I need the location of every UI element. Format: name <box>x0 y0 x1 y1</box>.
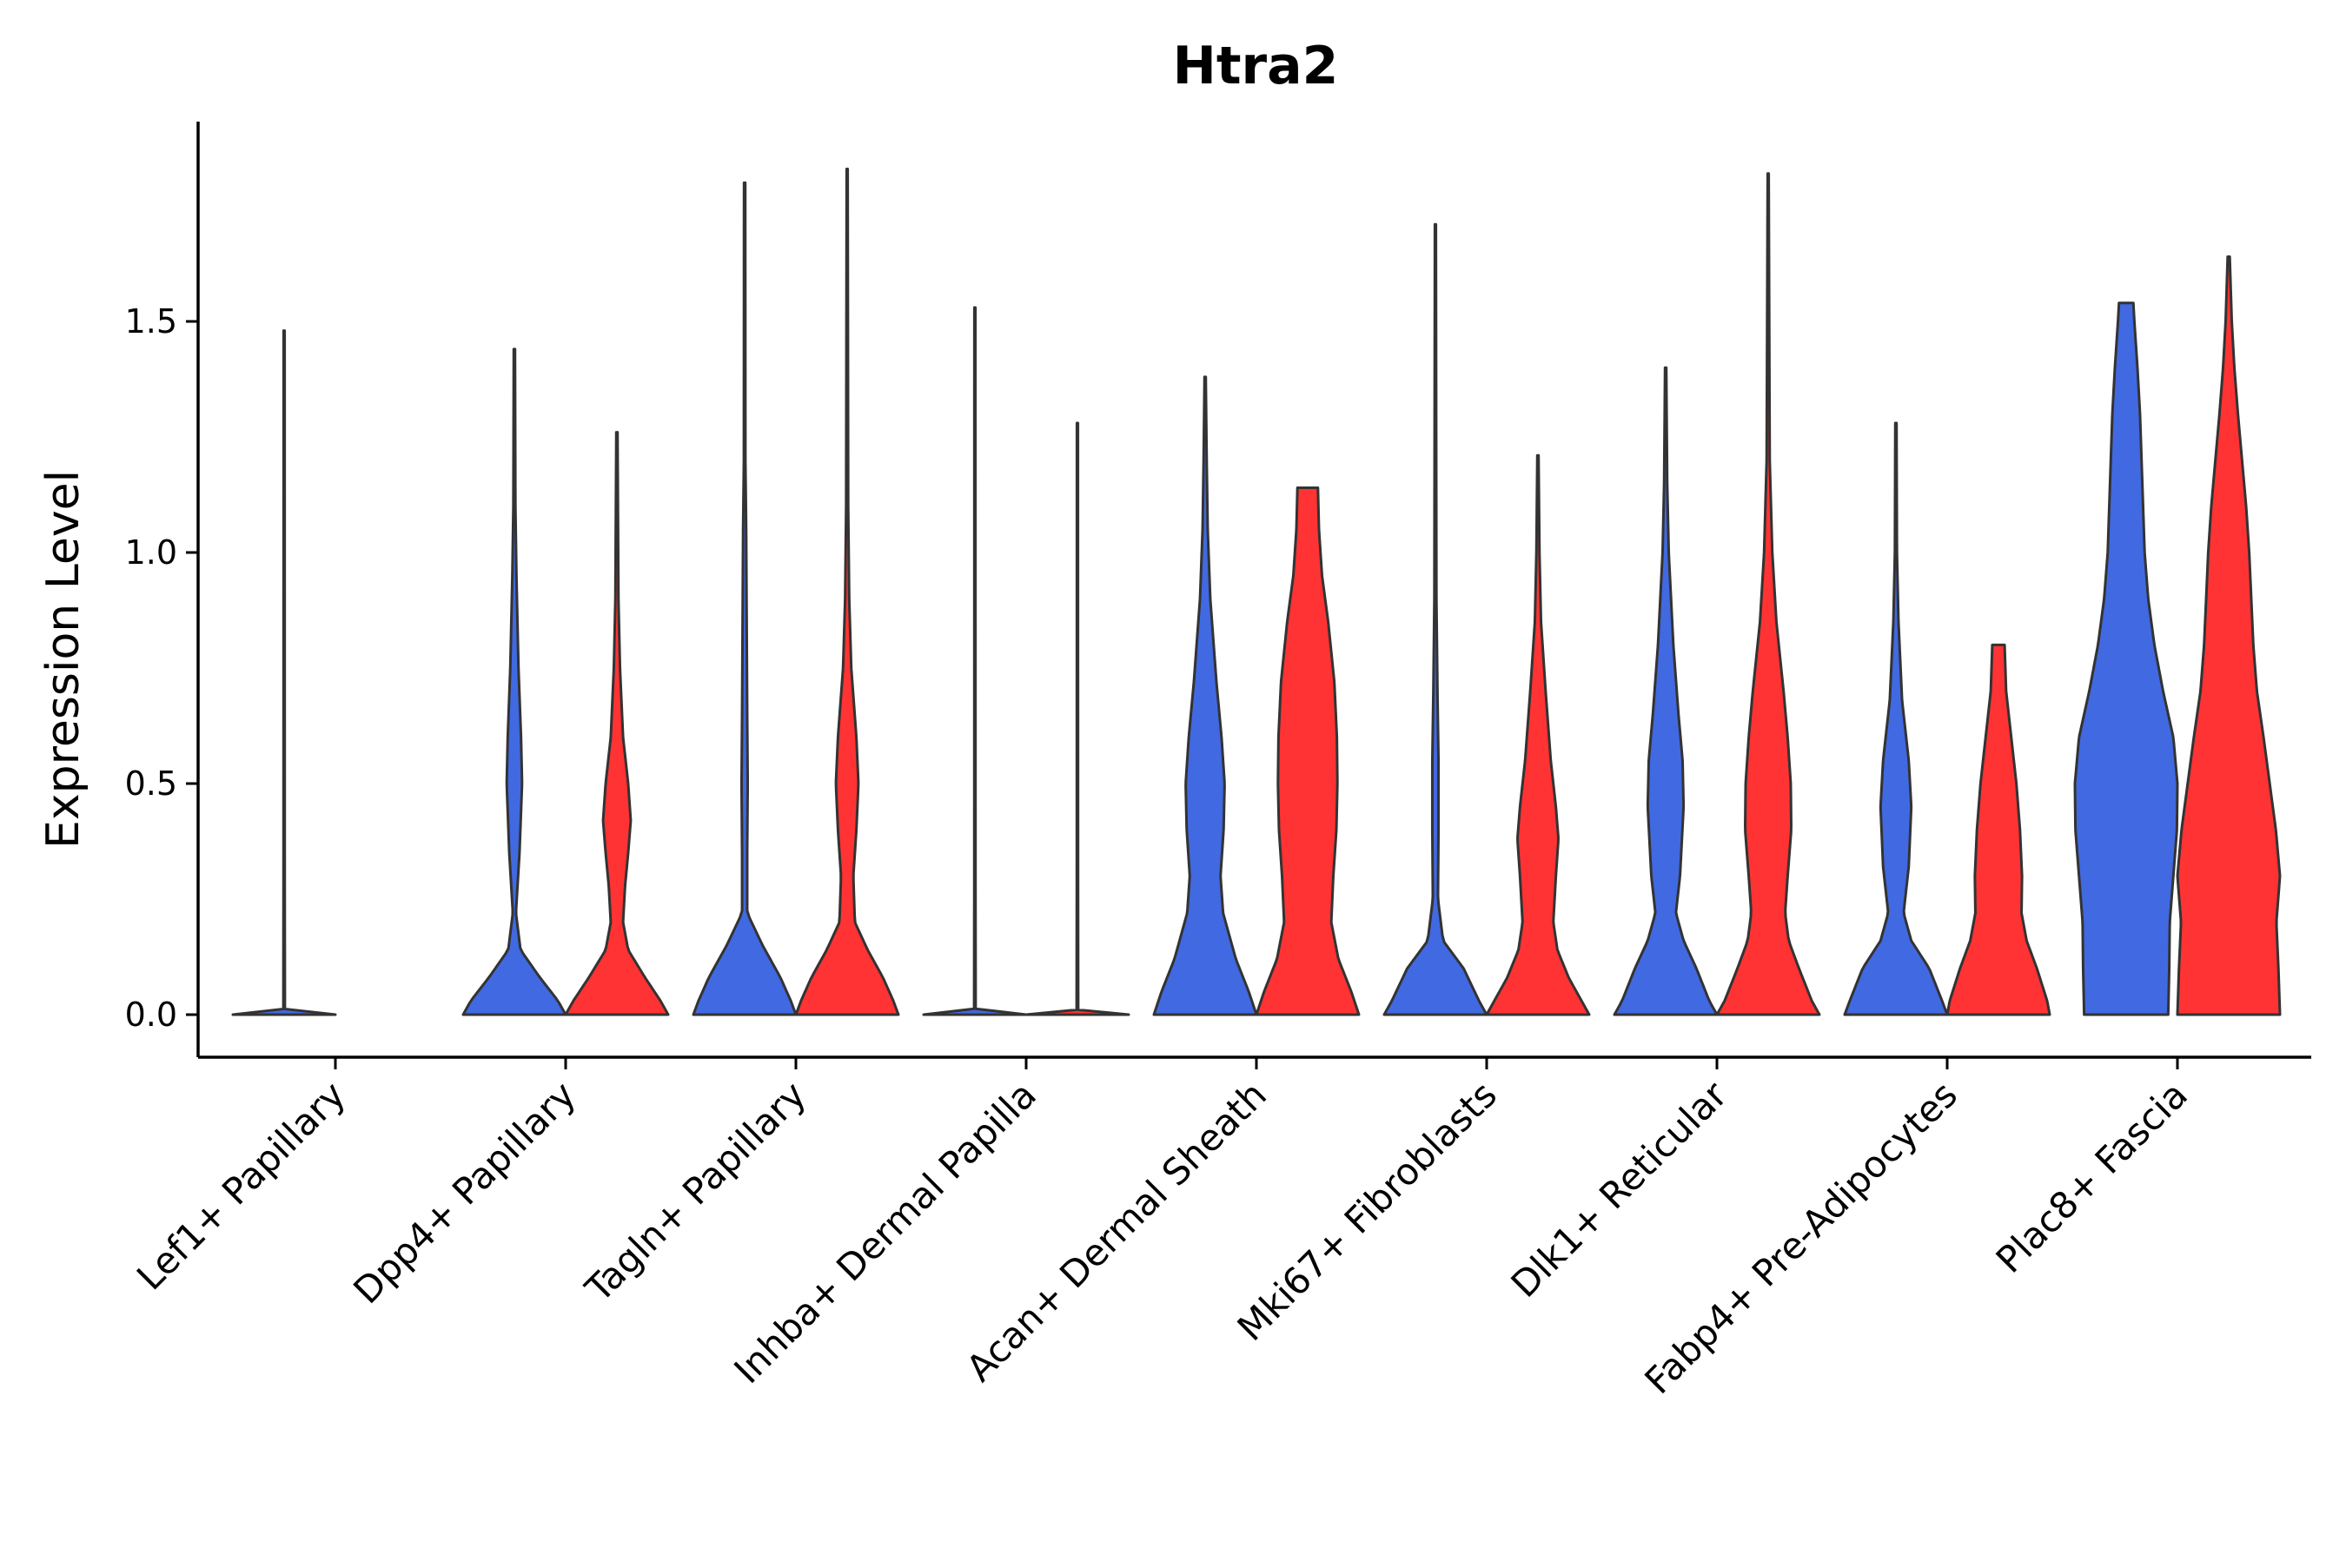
y-axis-label: Expression Level <box>37 470 89 849</box>
violin-1-6 <box>1382 222 1488 1016</box>
y-tick-label: 1.0 <box>125 533 177 572</box>
x-tick-label: Dpp4+ Papillary <box>345 1073 584 1312</box>
violin-1-1 <box>231 329 337 1016</box>
violin-2-2 <box>564 431 670 1016</box>
x-tick-label: Lef1+ Papillary <box>129 1073 354 1298</box>
violin-2-9 <box>2176 255 2282 1016</box>
violin-2-7 <box>1715 172 1821 1016</box>
chart-title: Htra2 <box>1173 36 1339 96</box>
violin-2-5 <box>1255 486 1361 1016</box>
y-tick-label: 1.5 <box>125 302 177 341</box>
violin-2-6 <box>1485 453 1591 1016</box>
violin-series-2 <box>564 167 2282 1016</box>
violin-1-7 <box>1613 366 1719 1016</box>
violin-1-9 <box>2073 301 2179 1016</box>
y-tick-label: 0.5 <box>125 764 177 803</box>
violin-series-1 <box>231 181 2179 1016</box>
x-tick-label: Dlk1+ Reticular <box>1503 1073 1736 1306</box>
x-tick-label: Tagln+ Papillary <box>577 1073 814 1310</box>
violin-1-3 <box>692 181 798 1016</box>
violin-1-8 <box>1843 421 1949 1016</box>
x-tick-label: Mki67+ Fibroblasts <box>1229 1073 1505 1348</box>
x-tick-label: Plac8+ Fascia <box>1988 1073 2196 1280</box>
violin-1-4 <box>922 306 1028 1016</box>
violin-2-8 <box>1945 643 2051 1016</box>
violin-1-2 <box>461 347 567 1016</box>
violin-2-3 <box>794 167 900 1016</box>
y-tick-label: 0.0 <box>125 996 177 1034</box>
violin-2-4 <box>1024 421 1130 1016</box>
violin-1-5 <box>1152 375 1258 1016</box>
